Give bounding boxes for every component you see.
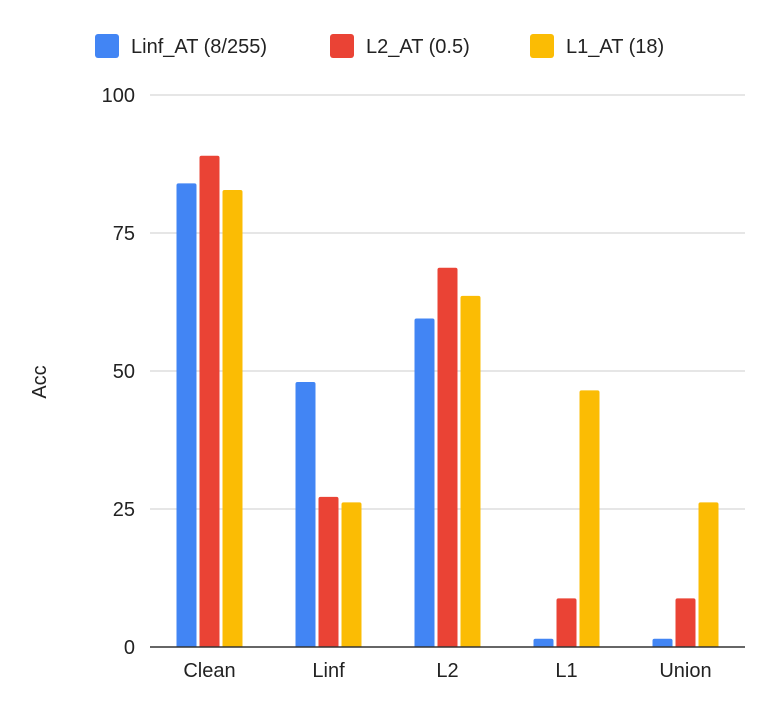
y-axis-title: Acc [29,365,51,398]
bar-l2-series-2 [460,295,481,647]
legend-swatch-2 [530,34,554,58]
bar-clean-series-2 [222,189,243,647]
x-tick-label-l2: L2 [436,660,458,682]
legend: Linf_AT (8/255) L2_AT (0.5) L1_AT (18) [95,34,664,58]
bar-union-series-1 [675,598,696,647]
bar-clean-series-1 [199,155,220,647]
legend-label-1: L2_AT (0.5) [366,36,470,58]
bar-l2-series-1 [437,267,458,647]
bar-union-series-0 [652,638,673,647]
y-tick-label-50: 50 [113,361,135,383]
y-tick-label-75: 75 [113,223,135,245]
x-tick-label-clean: Clean [183,660,235,682]
x-tick-label-union: Union [659,660,711,682]
x-tick-label-linf: Linf [312,660,345,682]
bar-l2-series-0 [414,318,435,647]
bar-l1-series-0 [533,638,554,647]
bar-clean-series-0 [176,183,197,647]
y-tick-label-100: 100 [102,85,135,107]
legend-label-0: Linf_AT (8/255) [131,36,267,58]
legend-swatch-0 [95,34,119,58]
legend-swatch-1 [330,34,354,58]
axes: 0 25 50 75 100 Clean Linf L2 L1 Union [102,85,745,682]
x-tick-label-l1: L1 [555,660,577,682]
y-tick-label-25: 25 [113,499,135,521]
bar-union-series-2 [698,502,719,647]
bars [176,155,719,647]
bar-l1-series-2 [579,390,600,647]
bar-linf-series-0 [295,382,316,647]
bar-l1-series-1 [556,598,577,647]
y-tick-label-0: 0 [124,637,135,659]
legend-label-2: L1_AT (18) [566,36,664,58]
bar-linf-series-1 [318,496,339,647]
bar-linf-series-2 [341,502,362,647]
